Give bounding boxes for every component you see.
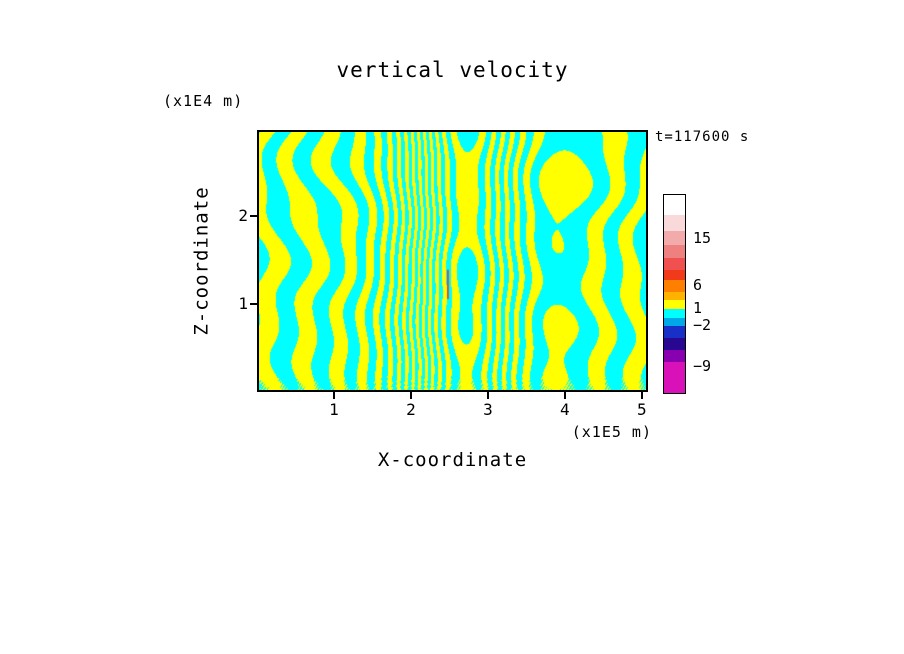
colorbar-segment xyxy=(664,362,685,393)
colorbar-tick-label: 6 xyxy=(693,276,703,294)
x-tick-mark xyxy=(409,392,412,399)
velocity-field-heatmap xyxy=(259,132,646,390)
x-tick-mark xyxy=(563,392,566,399)
colorbar-segment xyxy=(664,326,685,338)
colorbar-segment xyxy=(664,300,685,309)
colorbar-segment xyxy=(664,280,685,292)
x-axis-label: X-coordinate xyxy=(377,449,528,471)
x-axis-unit-label: (x1E5 m) xyxy=(571,423,652,441)
colorbar-segment xyxy=(664,195,685,215)
y-axis-label-container: Z-coordinate xyxy=(188,130,216,392)
y-axis-unit-label: (x1E4 m) xyxy=(163,92,244,110)
colorbar-segment xyxy=(664,318,685,326)
colorbar-segment xyxy=(664,309,685,318)
y-tick-mark xyxy=(250,215,257,218)
chart-title: vertical velocity xyxy=(336,58,569,82)
x-tick-label: 4 xyxy=(560,400,570,419)
x-tick-label: 2 xyxy=(406,400,416,419)
x-tick-label: 1 xyxy=(329,400,339,419)
x-tick-label: 5 xyxy=(637,400,647,419)
y-tick-label: 2 xyxy=(238,206,248,226)
colorbar-segment xyxy=(664,231,685,245)
colorbar-segment xyxy=(664,258,685,270)
colorbar-segment xyxy=(664,292,685,300)
colorbar-tick-label: −2 xyxy=(693,316,712,334)
time-annotation: t=117600 s xyxy=(655,129,750,145)
colorbar-segment xyxy=(664,338,685,350)
colorbar-segment xyxy=(664,350,685,362)
colorbar-segment xyxy=(664,215,685,231)
y-tick-mark xyxy=(250,303,257,306)
colorbar-tick-label: 1 xyxy=(693,299,703,317)
plot-area xyxy=(257,130,648,392)
colorbar-segment xyxy=(664,245,685,258)
x-tick-mark xyxy=(640,392,643,399)
y-tick-label: 1 xyxy=(238,294,248,314)
colorbar-tick-label: 15 xyxy=(693,229,712,247)
colorbar xyxy=(663,194,686,394)
x-tick-mark xyxy=(486,392,489,399)
y-axis-label: Z-coordinate xyxy=(191,186,213,336)
colorbar-tick-label: −9 xyxy=(693,357,712,375)
x-tick-label: 3 xyxy=(483,400,493,419)
x-tick-mark xyxy=(332,392,335,399)
colorbar-segment xyxy=(664,270,685,280)
